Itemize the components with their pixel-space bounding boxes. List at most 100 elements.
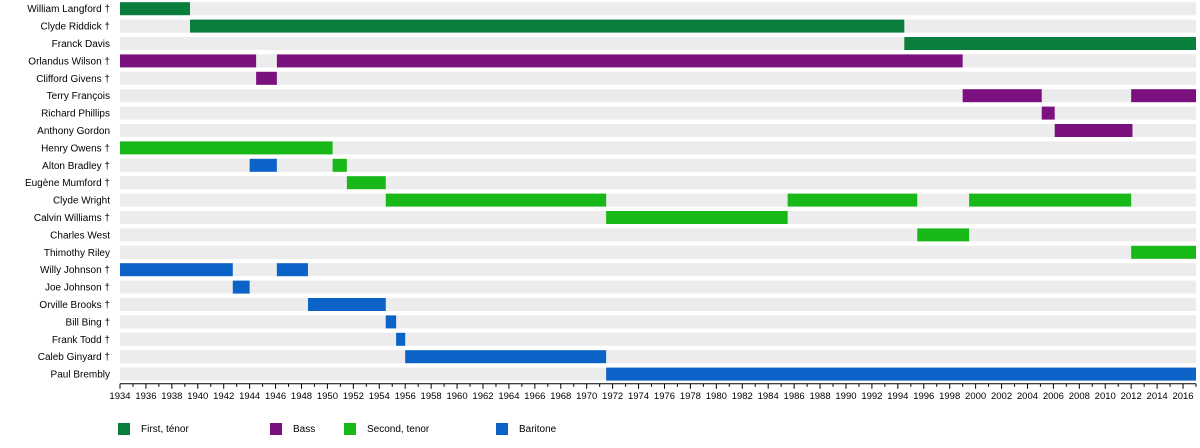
legend-item-baritone: Baritone: [496, 421, 556, 437]
member-label-clyde-wright: Clyde Wright: [53, 196, 110, 207]
bar-clyde-wright-3: [969, 193, 1132, 207]
bar-charles-west-1: [917, 228, 970, 242]
member-label-eugene-mumford: Eugène Mumford †: [25, 178, 110, 189]
row-track-eugene-mumford: [120, 176, 1196, 190]
member-label-frank-todd: Frank Todd †: [52, 335, 110, 346]
bar-richard-phillips-1: [1041, 106, 1055, 120]
bar-frank-todd-1: [396, 332, 406, 346]
x-tick-label-1998: 1998: [939, 391, 960, 402]
legend-swatch-baritone: [496, 423, 508, 435]
bar-thimothy-riley-1: [1131, 245, 1196, 259]
x-tick-label-2004: 2004: [1017, 391, 1038, 402]
x-tick-label-1938: 1938: [161, 391, 182, 402]
x-tick-label-1984: 1984: [758, 391, 779, 402]
bar-orville-brooks-1: [307, 298, 386, 311]
x-tick-label-2006: 2006: [1043, 391, 1064, 402]
bar-clyde-wright-1: [385, 193, 607, 207]
legend-label-second-tenor: Second, tenor: [367, 423, 430, 435]
x-tick-label-1960: 1960: [446, 391, 467, 402]
row-track-bill-bing: [120, 315, 1196, 329]
x-tick-label-2014: 2014: [1147, 391, 1168, 402]
x-tick-label-1934: 1934: [109, 391, 130, 402]
x-tick-label-2008: 2008: [1069, 391, 1090, 402]
timeline-chart: William Langford † Clyde Riddick † Franck …: [25, 2, 1197, 402]
legend-swatch-first-tenor: [118, 423, 130, 435]
x-tick-label-2000: 2000: [965, 391, 986, 402]
member-label-clifford-givens: Clifford Givens †: [36, 74, 110, 85]
legend-label-baritone: Baritone: [519, 423, 557, 435]
row-track-henry-owens: [120, 141, 1196, 155]
legend: First, ténor Bass Second, tenor Baritone: [0, 418, 1200, 440]
x-tick-label-1974: 1974: [628, 391, 649, 402]
member-label-alton-bradley: Alton Bradley †: [42, 161, 110, 172]
bar-alton-bradley-1: [249, 158, 277, 172]
row-track-frank-todd: [120, 332, 1196, 346]
x-tick-label-2012: 2012: [1121, 391, 1142, 402]
x-tick-label-1944: 1944: [239, 391, 260, 402]
legend-swatch-second-tenor: [344, 423, 356, 435]
member-label-bill-bing: Bill Bing †: [66, 317, 110, 328]
bar-paul-brembly-1: [606, 367, 1196, 381]
x-tick-label-1942: 1942: [213, 391, 234, 402]
bar-joe-johnson-1: [232, 280, 250, 294]
bar-orlandus-wilson-2: [276, 54, 963, 68]
bar-willy-johnson-1: [120, 263, 233, 277]
bar-orlandus-wilson-1: [120, 54, 257, 68]
legend-item-bass: Bass: [270, 421, 315, 437]
row-track-thimothy-riley: [120, 245, 1196, 259]
bar-terry-francois-2: [1131, 89, 1196, 103]
row-track-joe-johnson: [120, 280, 1196, 294]
member-label-franck-davis: Franck Davis: [52, 39, 110, 50]
row-track-alton-bradley: [120, 158, 1196, 172]
x-tick-label-1954: 1954: [369, 391, 390, 402]
x-tick-label-1966: 1966: [524, 391, 545, 402]
bar-william-langford-1: [120, 2, 191, 16]
x-tick-label-1940: 1940: [187, 391, 208, 402]
x-tick-label-1958: 1958: [421, 391, 442, 402]
member-label-joe-johnson: Joe Johnson †: [45, 283, 110, 294]
x-tick-label-1962: 1962: [472, 391, 493, 402]
bar-bill-bing-1: [385, 315, 397, 329]
x-tick-label-1976: 1976: [654, 391, 675, 402]
row-track-terry-francois: [120, 89, 1196, 103]
row-track-richard-phillips: [120, 106, 1196, 120]
legend-item-second-tenor: Second, tenor: [344, 421, 429, 437]
x-tick-label-1956: 1956: [395, 391, 416, 402]
legend-swatch-bass: [270, 423, 282, 435]
member-label-henry-owens: Henry Owens †: [41, 143, 110, 154]
member-label-orlandus-wilson: Orlandus Wilson †: [28, 56, 110, 67]
x-tick-label-1988: 1988: [809, 391, 830, 402]
x-tick-label-1970: 1970: [576, 391, 597, 402]
row-track-orville-brooks: [120, 298, 1196, 311]
member-label-calvin-williams: Calvin Williams †: [34, 213, 110, 224]
x-tick-label-1972: 1972: [602, 391, 623, 402]
member-label-willy-johnson: Willy Johnson †: [40, 265, 110, 276]
member-label-caleb-ginyard: Caleb Ginyard †: [38, 352, 110, 363]
member-label-richard-phillips: Richard Phillips: [41, 109, 110, 120]
member-label-terry-francois: Terry François: [47, 91, 110, 102]
x-tick-label-1978: 1978: [680, 391, 701, 402]
legend-label-first-tenor: First, ténor: [141, 423, 189, 435]
row-track-charles-west: [120, 228, 1196, 242]
bar-clyde-wright-2: [787, 193, 918, 207]
x-tick-label-1950: 1950: [317, 391, 338, 402]
member-label-william-langford: William Langford †: [27, 4, 110, 15]
x-tick-label-1948: 1948: [291, 391, 312, 402]
x-tick-label-1996: 1996: [913, 391, 934, 402]
x-tick-label-1986: 1986: [784, 391, 805, 402]
bar-franck-davis-1: [904, 37, 1196, 50]
bar-henry-owens-1: [120, 141, 333, 155]
bar-clifford-givens-1: [256, 71, 277, 85]
bar-caleb-ginyard-1: [405, 350, 607, 364]
legend-label-bass: Bass: [293, 423, 316, 435]
legend-item-first-tenor: First, ténor: [118, 421, 189, 437]
x-tick-label-1980: 1980: [706, 391, 727, 402]
row-track-willy-johnson: [120, 263, 1196, 277]
x-tick-label-1936: 1936: [135, 391, 156, 402]
x-tick-label-1982: 1982: [732, 391, 753, 402]
x-tick-label-1992: 1992: [861, 391, 882, 402]
x-tick-label-1946: 1946: [265, 391, 286, 402]
row-track-anthony-gordon: [120, 124, 1196, 137]
bar-calvin-williams-1: [606, 211, 788, 224]
member-label-orville-brooks: Orville Brooks †: [39, 300, 110, 311]
